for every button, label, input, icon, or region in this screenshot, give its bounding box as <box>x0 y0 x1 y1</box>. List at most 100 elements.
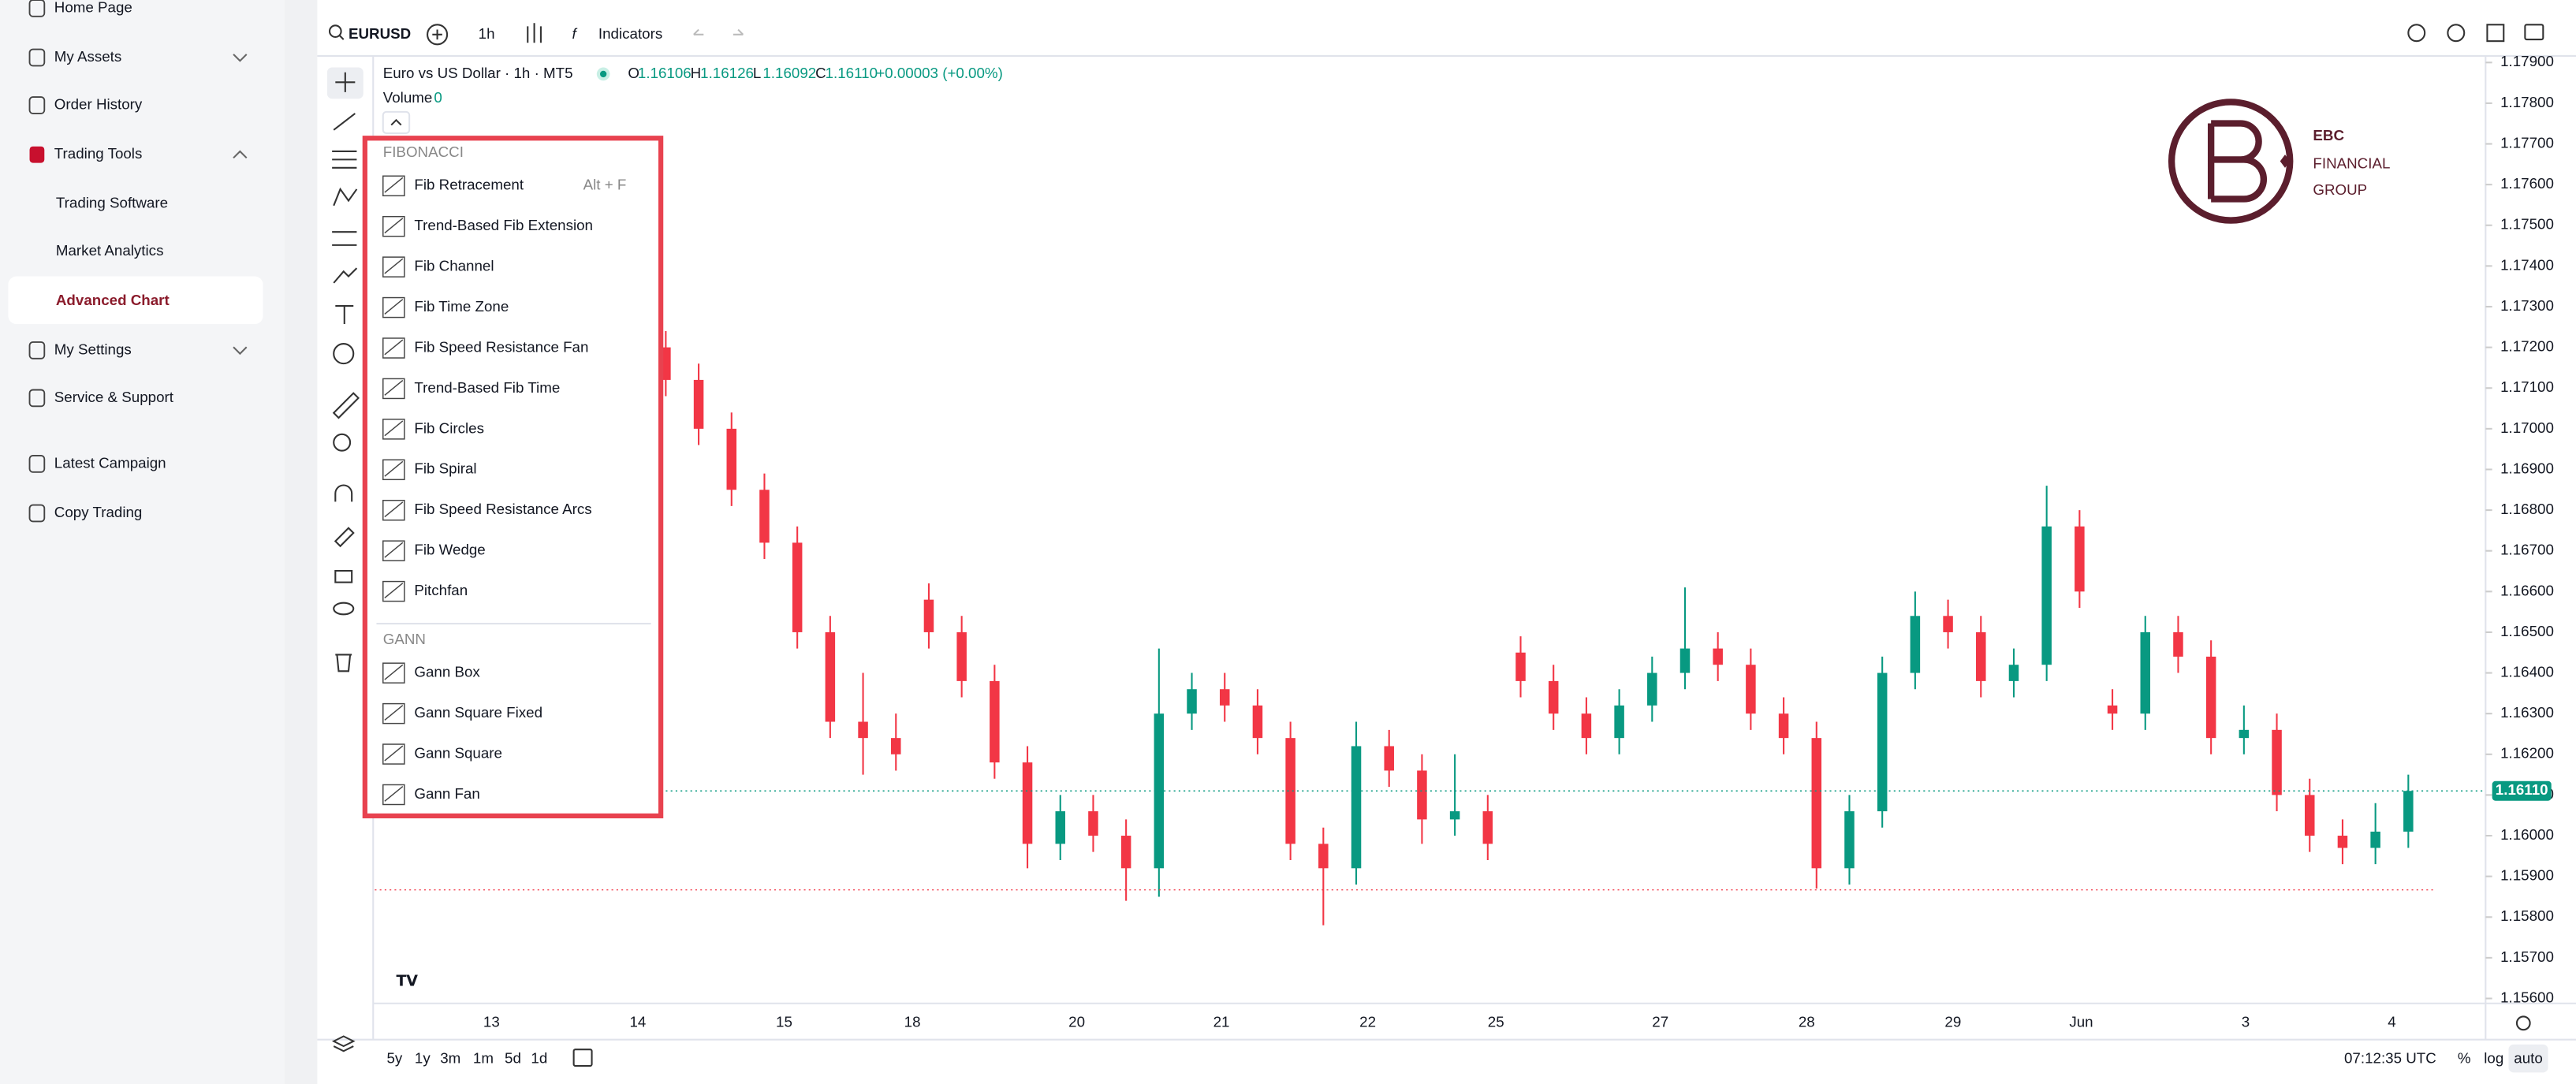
volume-value: 0 <box>434 89 442 106</box>
symbol[interactable]: EURUSD <box>349 25 411 42</box>
menu-section-title: GANN <box>383 631 426 647</box>
menu-item-icon <box>384 542 404 558</box>
nav-item[interactable]: Service & Support <box>54 389 174 405</box>
emoji-tool[interactable] <box>333 343 355 365</box>
legend-collapse[interactable] <box>382 110 411 135</box>
candle-body <box>990 680 1000 763</box>
snapshot-icon[interactable] <box>2524 24 2544 41</box>
scale-option[interactable]: % <box>2458 1050 2471 1067</box>
candle-body <box>825 631 836 722</box>
menu-item[interactable]: Gann Square <box>414 745 502 762</box>
range-button[interactable]: 1d <box>531 1050 547 1067</box>
alert-icon[interactable] <box>2407 24 2426 43</box>
menu-item[interactable]: Fib Circles <box>414 419 484 436</box>
y-tick-label: 1.15900 <box>2500 867 2554 884</box>
y-tick-label: 1.15700 <box>2500 948 2554 965</box>
nav-item[interactable]: Home Page <box>54 0 132 15</box>
indicators[interactable]: Indicators <box>598 25 662 42</box>
scale-option[interactable]: log <box>2484 1050 2503 1067</box>
ruler-tool[interactable] <box>332 392 360 419</box>
goto-date[interactable] <box>572 1049 593 1067</box>
menu-item[interactable]: Fib Wedge <box>414 542 485 558</box>
sidebar-gap <box>284 0 318 1084</box>
interval[interactable]: 1h <box>479 25 495 42</box>
y-tick-label: 1.17500 <box>2500 216 2554 233</box>
nav-item[interactable]: Advanced Chart <box>56 292 170 308</box>
y-tick-label: 1.17100 <box>2500 378 2554 395</box>
menu-item[interactable]: Gann Fan <box>414 785 479 802</box>
last-price-box <box>2492 780 2552 801</box>
menu-item[interactable]: Fib Time Zone <box>414 298 509 315</box>
nav-item[interactable]: My Settings <box>54 341 132 357</box>
range-button[interactable]: 3m <box>440 1050 460 1067</box>
brush-tool[interactable] <box>333 267 358 284</box>
menu-item[interactable]: Fib Spiral <box>414 460 476 477</box>
fullscreen-icon[interactable] <box>2486 24 2505 43</box>
menu-item[interactable]: Gann Box <box>414 664 480 680</box>
nav-item[interactable]: Order History <box>54 95 143 112</box>
menu-item[interactable]: Trend-Based Fib Extension <box>414 217 593 233</box>
range-button[interactable]: 5d <box>505 1050 521 1067</box>
menu-item[interactable]: Fib Speed Resistance Arcs <box>414 501 591 517</box>
pattern-tool[interactable] <box>333 187 358 207</box>
add-symbol[interactable] <box>427 24 449 46</box>
auto-bg <box>2508 1044 2548 1073</box>
nav-item[interactable]: Trading Software <box>56 195 168 211</box>
undo-redo[interactable] <box>693 28 744 35</box>
hide-tool[interactable] <box>333 602 355 616</box>
menu-item[interactable]: Pitchfan <box>414 582 468 598</box>
nav-item[interactable]: Copy Trading <box>54 504 143 520</box>
menu-item-icon <box>382 662 405 684</box>
nav-icon <box>28 504 46 523</box>
range-button[interactable]: 5y <box>386 1050 402 1067</box>
nav-item[interactable]: Trading Tools <box>54 145 143 162</box>
nav-chevron <box>233 150 248 159</box>
stay-drawing-tool[interactable] <box>334 527 355 548</box>
candle-body <box>1482 811 1493 844</box>
candle-body <box>693 379 704 429</box>
settings-icon[interactable] <box>2447 24 2466 43</box>
lock-tool[interactable] <box>334 569 353 583</box>
candle-body <box>1647 672 1657 706</box>
menu-item[interactable]: Fib Channel <box>414 258 494 274</box>
cross-tool[interactable] <box>335 72 356 92</box>
nav-item[interactable]: My Assets <box>54 48 121 65</box>
x-tick-label: Jun <box>2069 1014 2093 1030</box>
menu-item-icon <box>384 460 404 477</box>
candle-body <box>923 599 934 632</box>
forecast-tool[interactable] <box>332 231 357 246</box>
y-tick-label: 1.17900 <box>2500 53 2554 69</box>
zoom-tool[interactable] <box>333 433 352 452</box>
axis-settings[interactable] <box>2515 1015 2531 1031</box>
menu-shortcut: Alt + F <box>583 177 627 193</box>
nav-item[interactable]: Market Analytics <box>56 242 164 259</box>
range-button[interactable]: 1y <box>415 1050 431 1067</box>
ohlc-key: O <box>628 65 639 81</box>
tv-logo: 𝗧𝗩 <box>396 973 418 989</box>
nav-chevron <box>233 54 248 62</box>
menu-item[interactable]: Gann Square Fixed <box>414 704 542 721</box>
menu-item-icon <box>384 339 404 356</box>
ohlc-key: C <box>815 65 826 81</box>
fib-tool[interactable] <box>332 150 357 169</box>
x-tick-label: 3 <box>2242 1014 2250 1030</box>
line-tool[interactable] <box>333 113 356 131</box>
menu-item[interactable]: Fib Retracement <box>414 177 524 193</box>
scale-option[interactable]: auto <box>2514 1050 2543 1067</box>
candle-body <box>726 428 737 490</box>
text-tool[interactable] <box>335 305 354 325</box>
range-button[interactable]: 1m <box>473 1050 494 1067</box>
menu-item-icon <box>382 215 405 237</box>
object-tree[interactable] <box>331 1035 356 1052</box>
candle-body <box>2304 795 2315 836</box>
chart-type-icon[interactable] <box>527 23 542 43</box>
menu-item[interactable]: Fib Speed Resistance Fan <box>414 338 588 355</box>
nav-item[interactable]: Latest Campaign <box>54 454 166 471</box>
delete-tool[interactable] <box>335 654 352 672</box>
menu-item-icon <box>382 459 405 481</box>
nav-icon <box>29 146 45 163</box>
menu-item[interactable]: Trend-Based Fib Time <box>414 379 560 396</box>
magnet-tool[interactable] <box>334 484 353 502</box>
candle-body <box>1120 836 1131 869</box>
menu-item-icon <box>384 299 404 315</box>
